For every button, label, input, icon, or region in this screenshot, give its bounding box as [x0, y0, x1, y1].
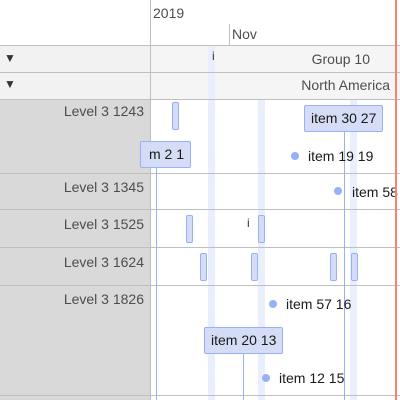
group-label: Level 3 1345 [63, 179, 144, 195]
background-band [350, 99, 357, 400]
point-item-label[interactable]: item 12 15 [279, 370, 345, 386]
point-item-label[interactable]: item 58 [352, 184, 398, 200]
axis-major-label: 2019 [153, 5, 185, 21]
box-item[interactable]: item 20 13 [204, 327, 284, 354]
background-band [208, 45, 215, 400]
group-label: Level 3 1243 [63, 103, 144, 119]
collapse-toggle-icon[interactable]: ▼ [4, 77, 16, 91]
point-item-label[interactable]: item 19 19 [308, 148, 374, 164]
item-connector-line [156, 168, 157, 400]
row-divider [0, 285, 400, 286]
row-divider [0, 395, 400, 396]
axis-minor-label: Nov [232, 26, 257, 42]
row-divider [0, 72, 400, 73]
current-time-line [395, 0, 397, 400]
background-band [258, 99, 265, 400]
range-item[interactable] [172, 102, 179, 130]
range-item[interactable] [258, 215, 265, 243]
point-item-dot[interactable] [334, 187, 342, 195]
box-item[interactable]: m 2 1 [140, 141, 192, 168]
panel-divider [150, 0, 151, 400]
row-divider [0, 173, 400, 174]
group-label: Group 10 [311, 51, 370, 67]
collapse-toggle-icon[interactable]: ▼ [4, 51, 16, 65]
tiny-item-marker[interactable]: i [247, 216, 250, 230]
range-item[interactable] [351, 253, 358, 281]
group-label: Level 3 1624 [63, 254, 144, 270]
point-item-dot[interactable] [269, 300, 277, 308]
group-label: North America [301, 77, 390, 93]
point-item-dot[interactable] [262, 374, 270, 382]
item-connector-line [243, 354, 244, 400]
row-divider [0, 247, 400, 248]
row-divider [0, 99, 400, 100]
item-connector-line [344, 132, 345, 400]
minor-grid-line [229, 24, 230, 45]
group-row-north-america[interactable] [0, 72, 150, 99]
group-label: Level 3 1826 [63, 291, 144, 307]
range-item[interactable] [330, 253, 337, 281]
tiny-item-marker[interactable]: i [212, 49, 215, 63]
row-divider [0, 209, 400, 210]
range-item[interactable] [251, 253, 258, 281]
range-item[interactable] [186, 215, 193, 243]
point-item-label[interactable]: item 57 16 [286, 296, 352, 312]
group-label: Level 3 1525 [63, 216, 144, 232]
group-row-group-10[interactable] [0, 45, 150, 72]
point-item-dot[interactable] [291, 152, 299, 160]
box-item[interactable]: item 30 27 [304, 105, 384, 132]
range-item[interactable] [200, 253, 207, 281]
label-panel-leaf-rows [0, 99, 150, 400]
axis-bottom-border [0, 45, 400, 46]
